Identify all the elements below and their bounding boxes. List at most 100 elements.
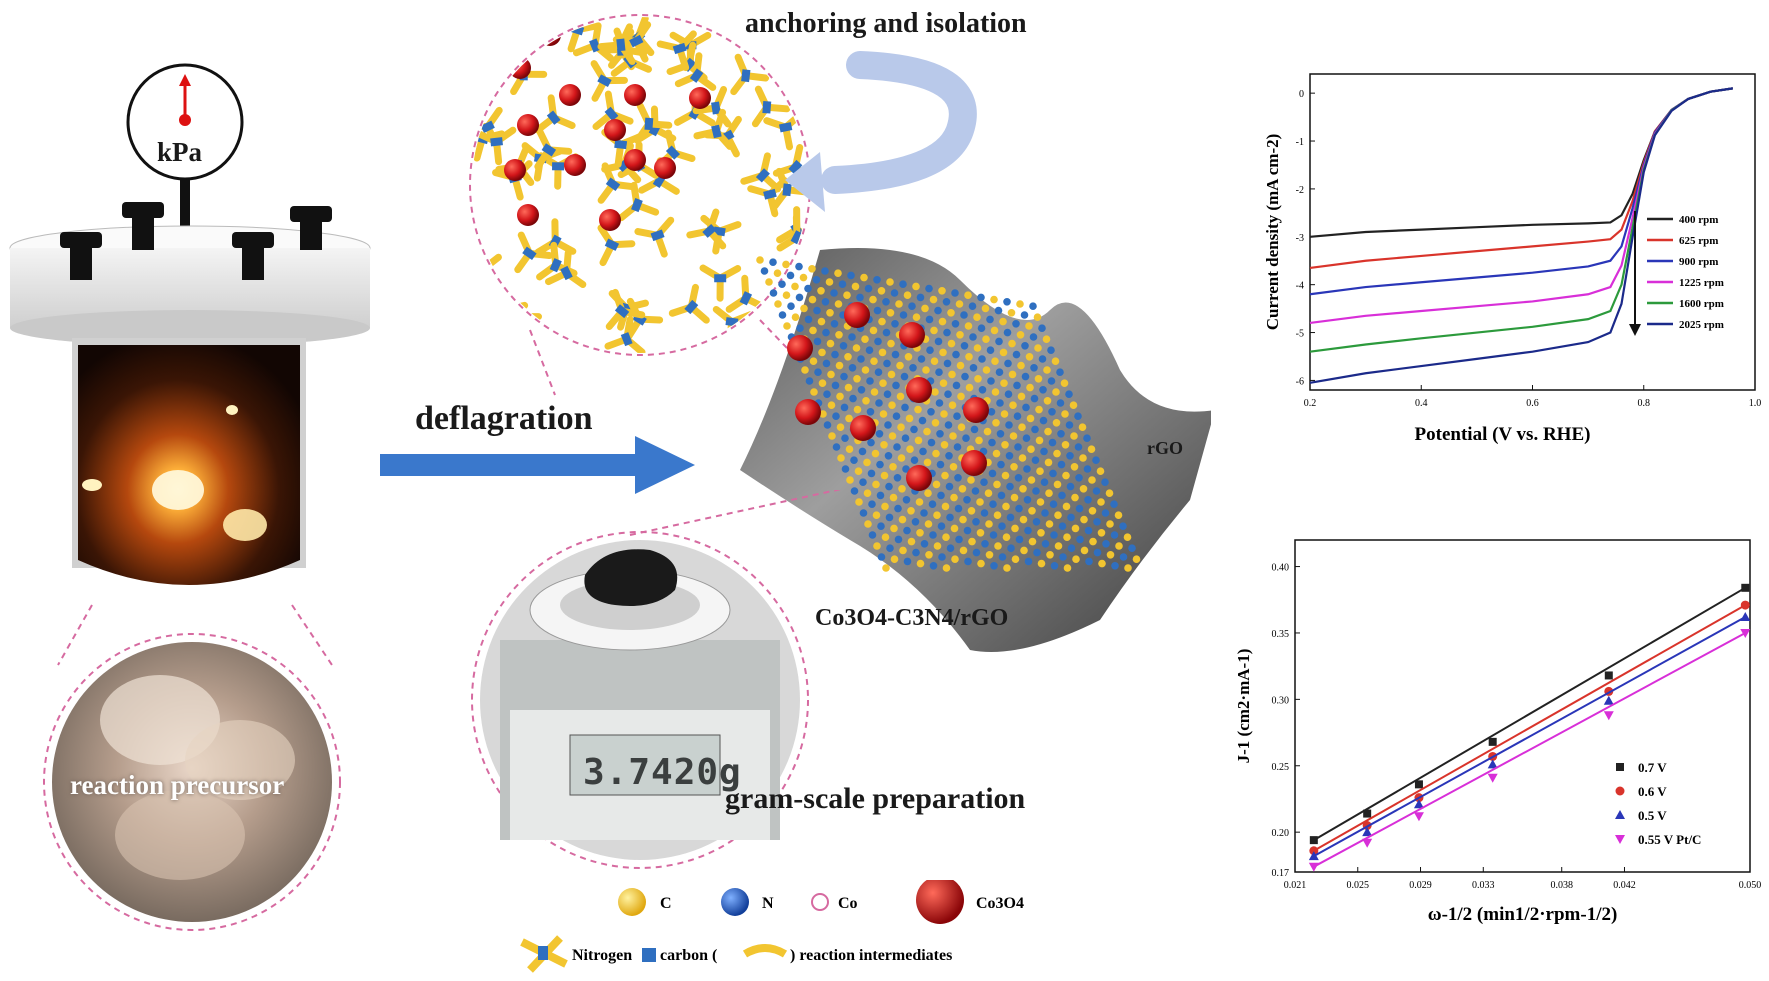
lsv-legend-label: 625 rpm [1679,235,1718,247]
lattice-atom [887,339,895,348]
lattice-atom [871,449,880,458]
lattice-atom [1037,559,1046,568]
lattice-atom [985,551,994,559]
lattice-atom [921,304,929,313]
lattice-atom [1067,544,1076,552]
lattice-atom [874,368,883,376]
lattice-atom [853,375,861,383]
legend-intermediate-marker [520,935,568,973]
lattice-atom [935,399,944,407]
lattice-atom [957,392,965,401]
lattice-atom [955,535,963,544]
lattice-atom [851,282,860,291]
lattice-atom [1011,555,1020,563]
kl-legend-label: 0.5 V [1638,808,1667,823]
lsv-legend-label: 1600 rpm [1679,298,1724,310]
lattice-atom [1034,344,1042,352]
lattice-atom [769,289,778,297]
lattice-atom [809,326,817,335]
lattice-atom [1043,397,1052,405]
lattice-atom [996,430,1005,438]
precursor-label: reaction precursor [70,770,285,800]
lattice-atom [1083,434,1091,442]
kl-data-point [1487,759,1498,769]
lsv-legend-label: 2025 rpm [1679,319,1724,331]
lattice-atom [964,322,973,330]
rgo-sheet-illustration [740,248,1215,652]
lattice-atom [1051,357,1060,365]
lattice-atom [864,284,873,293]
lattice-atom [936,430,944,438]
lattice-atom [945,482,954,491]
intermediate-molecule [634,102,673,144]
deflagration-arrow [380,436,695,494]
lattice-atom [1035,405,1043,414]
lattice-atom [1048,408,1056,416]
lattice-atom [919,447,927,456]
lattice-atom [1088,476,1096,484]
intermediate-molecule [751,85,791,128]
intermediate-molecule [482,302,524,343]
lattice-atom [961,372,969,381]
lattice-atom [882,298,890,306]
lattice-atom [1004,359,1012,368]
lattice-atom [1070,432,1078,440]
lattice-atom [993,511,1002,519]
lattice-atom [911,518,920,526]
lattice-atom [967,507,976,515]
lattice-atom [1028,507,1036,515]
lattice-atom [1026,383,1034,392]
lattice-atom [953,443,962,451]
lsv-legend-label: 1225 rpm [1679,277,1724,289]
lattice-atom [955,300,964,308]
lattice-atom [773,269,782,277]
lattice-atom [1084,526,1093,535]
kl-data-point [1615,810,1625,819]
lattice-atom [1071,524,1080,533]
kl-x-tick-label: 0.050 [1739,880,1762,891]
lattice-atom [1067,513,1075,522]
lattice-atom [1102,540,1110,548]
lattice-atom [1025,322,1033,330]
lattice-atom [782,260,790,269]
lattice-atom [896,392,905,401]
kl-data-point [1740,612,1751,622]
lattice-atom [1030,394,1039,403]
lattice-atom [953,412,961,420]
lattice-atom [893,474,902,482]
lattice-atom [854,467,863,475]
lattice-atom [1079,485,1088,493]
lattice-atom [931,419,940,427]
lattice-atom [796,324,804,332]
lattice-atom [1056,399,1065,407]
kl-data-point [1487,773,1498,783]
lattice-atom [960,342,969,350]
lattice-atom [1075,474,1083,482]
kl-data-point [1604,671,1613,680]
lattice-atom [938,317,947,326]
lattice-atom [1021,342,1029,350]
kl-data-point [1413,812,1424,822]
lattice-atom [822,328,830,337]
lattice-atom [783,322,791,330]
lattice-atom [1033,313,1042,321]
kl-y-tick-label: 0.40 [1272,563,1290,574]
lattice-atom [1065,390,1073,398]
lattice-atom [787,302,795,310]
lattice-atom [995,337,1003,346]
lattice-atom [1061,410,1069,418]
lattice-atom [1092,487,1101,495]
lattice-atom [938,287,946,295]
lattice-atom [832,412,840,420]
lattice-atom [1014,474,1023,482]
lattice-atom [1075,504,1084,513]
lattice-atom [942,298,951,306]
lattice-atom [883,359,891,368]
lattice-atom [836,392,844,401]
intermediate-molecule [605,288,646,331]
lattice-atom [1106,520,1114,528]
lattice-atom [956,361,965,370]
lattice-atom [821,298,830,306]
lattice-atom [873,306,882,315]
lattice-atom [964,291,972,299]
